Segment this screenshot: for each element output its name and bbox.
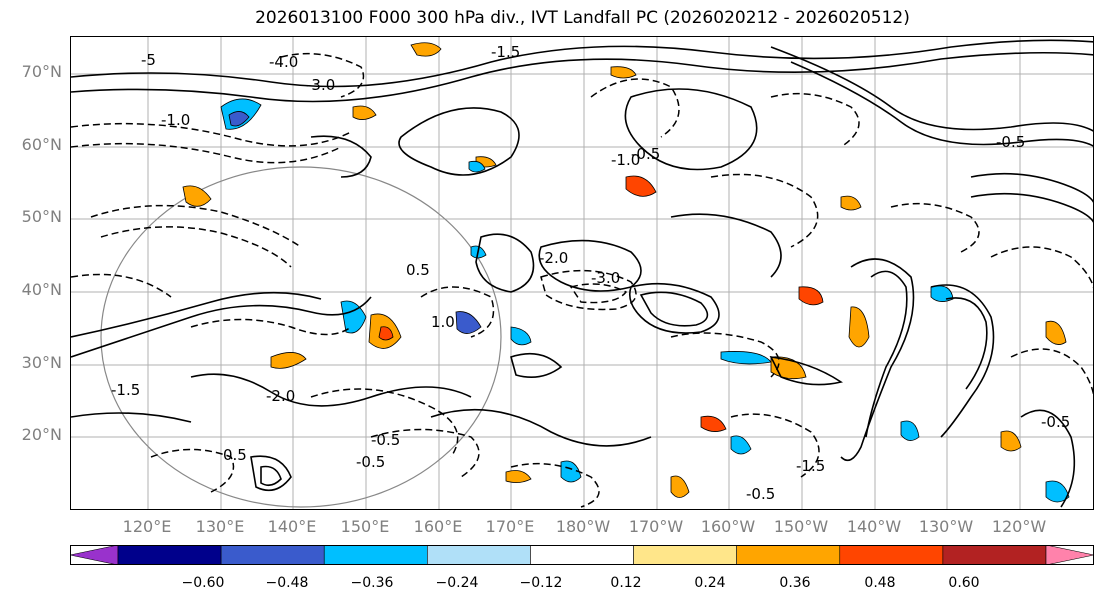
lon-label: 130°W	[918, 517, 974, 536]
colorbar-segment	[323, 545, 428, 565]
contour-label: -1.0	[161, 111, 190, 129]
colorbar-segment	[427, 545, 531, 565]
contour-label: -4.0	[269, 53, 298, 71]
colorbar-segment	[220, 545, 325, 565]
colorbar-tick-label: −0.48	[265, 575, 309, 591]
colorbar-tick-label: 0.12	[610, 575, 642, 591]
map-panel: -3.0 -4.0 -5 -1.0 -2.0 -1.5 -0.5 0.5 1.0…	[70, 36, 1094, 510]
divergence-fill	[182, 42, 1070, 503]
colorbar-segment	[942, 545, 1047, 565]
colorbar-tick-label: 0.48	[864, 575, 896, 591]
graticule	[71, 37, 1093, 509]
colorbar-tick-label: 0.36	[779, 575, 811, 591]
lon-label: 120°W	[991, 517, 1047, 536]
contour-labels: -3.0 -4.0 -5 -1.0 -2.0 -1.5 -0.5 0.5 1.0…	[111, 43, 1070, 503]
lat-label-30n: 30°N	[21, 353, 62, 372]
colorbar-segment	[530, 545, 634, 565]
contour-label: -5	[141, 51, 156, 69]
contour-label: -1.0	[611, 151, 640, 169]
pc-circle-outline	[100, 166, 502, 508]
colorbar-extension-min	[70, 545, 119, 565]
dashed-contours	[71, 52, 1093, 508]
lon-label: 150°E	[340, 517, 390, 536]
lon-label: 140°E	[267, 517, 317, 536]
colorbar-segment	[633, 545, 737, 565]
colorbar	[70, 545, 1094, 565]
lon-label: 160°E	[413, 517, 463, 536]
lon-label: 170°E	[485, 517, 535, 536]
contour-label: -0.5	[371, 431, 400, 449]
contour-label: -1.5	[796, 457, 825, 475]
colorbar-extension-max	[1045, 545, 1094, 565]
contour-label: -0.5	[1041, 413, 1070, 431]
contour-label: 0.5	[223, 446, 247, 464]
lon-label: 120°E	[122, 517, 172, 536]
contour-label: -1.5	[111, 381, 140, 399]
lon-label: 130°E	[195, 517, 245, 536]
contour-label: 1.0	[431, 313, 455, 331]
colorbar-segment	[117, 545, 222, 565]
colorbar-tick-label: −0.36	[350, 575, 394, 591]
lon-label: 160°W	[700, 517, 756, 536]
lon-label: 170°W	[628, 517, 684, 536]
contour-label: -3.0	[306, 76, 335, 94]
lon-label: 150°W	[773, 517, 829, 536]
colorbar-segment	[839, 545, 944, 565]
map-canvas: -3.0 -4.0 -5 -1.0 -2.0 -1.5 -0.5 0.5 1.0…	[71, 37, 1093, 509]
colorbar-tick-label: −0.24	[435, 575, 479, 591]
lat-label-40n: 40°N	[21, 280, 62, 299]
contour-label: -3.0	[591, 269, 620, 287]
contour-label: -0.5	[631, 145, 660, 163]
solid-contours	[71, 39, 1093, 508]
lat-label-60n: 60°N	[21, 135, 62, 154]
map-title: 2026013100 F000 300 hPa div., IVT Landfa…	[255, 8, 910, 28]
colorbar-tick-label: −0.12	[519, 575, 563, 591]
contour-label: -0.5	[996, 133, 1025, 151]
contour-label: -0.5	[746, 485, 775, 503]
contour-label: -0.5	[356, 453, 385, 471]
lat-label-50n: 50°N	[21, 207, 62, 226]
lat-label-20n: 20°N	[21, 425, 62, 444]
lat-label-70n: 70°N	[21, 62, 62, 81]
contour-label: -2.0	[539, 249, 568, 267]
lon-label: 140°W	[846, 517, 902, 536]
colorbar-tick-label: −0.60	[181, 575, 225, 591]
contour-label: -2.0	[266, 387, 295, 405]
lon-label: 180°W	[555, 517, 611, 536]
colorbar-tick-label: 0.60	[948, 575, 980, 591]
contour-label: -1.5	[491, 43, 520, 61]
colorbar-segment	[736, 545, 841, 565]
colorbar-tick-label: 0.24	[694, 575, 726, 591]
contour-label: 0.5	[406, 261, 430, 279]
